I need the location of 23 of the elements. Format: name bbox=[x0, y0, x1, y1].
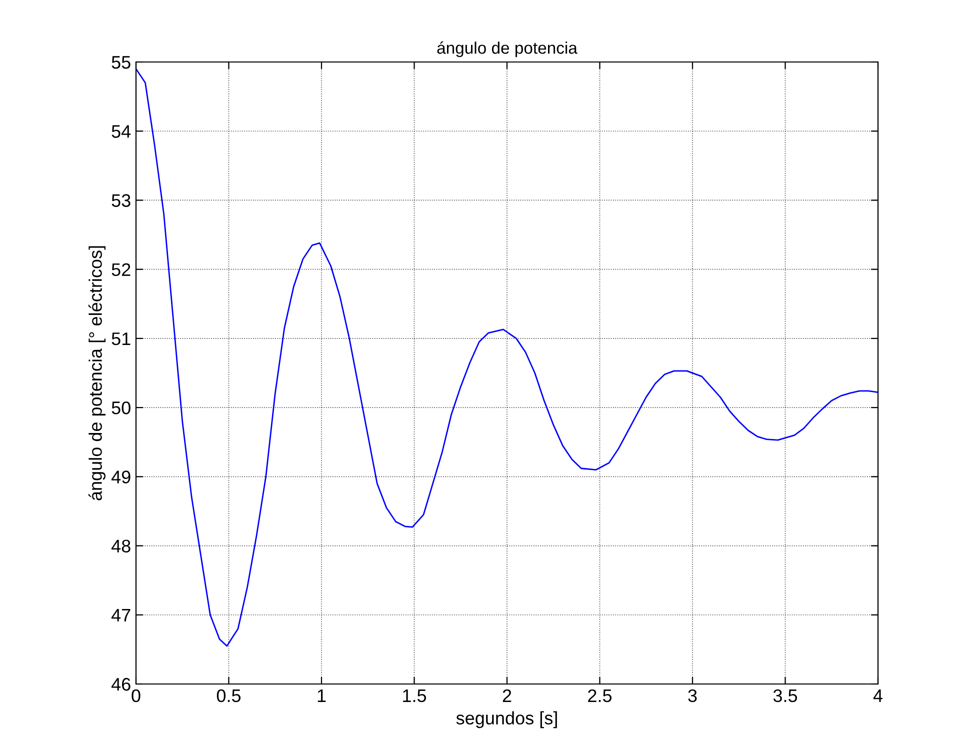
y-tick-label: 53 bbox=[112, 194, 130, 207]
x-tick-label: 2 bbox=[502, 689, 512, 702]
x-axis-title: segundos [s] bbox=[456, 711, 557, 728]
y-tick-label: 51 bbox=[112, 332, 130, 346]
y-tick-label: 50 bbox=[112, 401, 130, 414]
x-tick-label: 3.5 bbox=[773, 689, 798, 702]
x-tick-label: 1.5 bbox=[403, 690, 426, 702]
y-tick-label: 55 bbox=[112, 56, 130, 69]
chart-title: ángulo de potencia bbox=[437, 41, 578, 58]
line-series bbox=[136, 68, 878, 647]
x-tick-label: 2.5 bbox=[588, 689, 612, 702]
x-tick-label: 1 bbox=[318, 690, 326, 702]
y-tick-label: 48 bbox=[111, 540, 130, 552]
x-tick-label: 0 bbox=[132, 689, 140, 702]
y-tick-label: 54 bbox=[112, 125, 131, 138]
y-tick-label: 47 bbox=[111, 609, 130, 622]
x-tick-label: 3 bbox=[688, 689, 697, 702]
y-tick-label: 49 bbox=[111, 470, 130, 484]
y-tick-label: 52 bbox=[112, 263, 130, 276]
x-tick-label: 4 bbox=[873, 690, 882, 702]
y-tick-label: 46 bbox=[111, 678, 130, 691]
x-tick-label: 0.5 bbox=[216, 689, 241, 702]
y-axis-title: ángulo de potencia [° eléctricos] bbox=[88, 246, 106, 500]
